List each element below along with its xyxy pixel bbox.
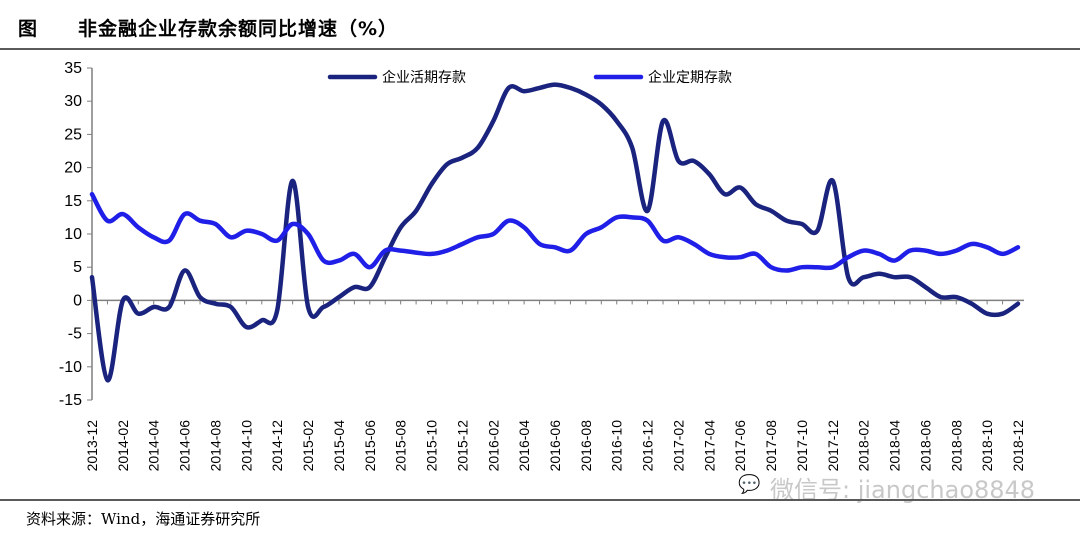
x-tick-label: 2017-06 <box>732 420 748 472</box>
x-tick-label: 2018-06 <box>917 420 933 472</box>
x-tick-label: 2014-08 <box>207 420 223 472</box>
x-tick-label: 2016-02 <box>485 420 501 472</box>
x-tick-label: 2014-12 <box>269 420 285 472</box>
x-tick-label: 2015-08 <box>393 420 409 472</box>
x-tick-label: 2016-10 <box>609 420 625 472</box>
x-tick-label: 2018-04 <box>887 420 903 472</box>
wechat-icon: 💬 <box>738 474 761 495</box>
x-tick-label: 2017-12 <box>825 420 841 472</box>
y-tick-label: -10 <box>59 359 82 376</box>
x-axis: 2013-12 2014-02 2014-04 2014-06 2014-08 2014-… <box>84 299 1026 472</box>
x-tick-label: 2014-02 <box>115 420 131 472</box>
y-tick-label: 35 <box>64 60 82 77</box>
y-tick-label: -5 <box>68 326 82 343</box>
chart-title: 非金融企业存款余额同比增速（%） <box>78 18 399 40</box>
x-tick-label: 2017-04 <box>701 420 717 472</box>
y-tick-label: 30 <box>64 93 82 110</box>
x-tick-label: 2014-10 <box>238 420 254 472</box>
x-tick-label: 2015-02 <box>300 420 316 472</box>
x-tick-label: 2016-04 <box>516 420 532 472</box>
y-tick-label: 10 <box>64 226 82 243</box>
y-tick-label: 20 <box>64 160 82 177</box>
y-axis: 35 30 25 20 15 10 5 0 -5 -10 -15 <box>59 60 93 409</box>
x-tick-label: 2018-02 <box>856 420 872 472</box>
x-tick-label: 2018-08 <box>948 420 964 472</box>
y-tick-label: 0 <box>73 292 82 309</box>
x-tick-label: 2014-04 <box>146 420 162 472</box>
x-tick-label: 2015-04 <box>331 420 347 472</box>
legend-label: 企业定期存款 <box>648 69 732 86</box>
y-tick-label: -15 <box>59 392 82 409</box>
y-tick-label: 25 <box>64 126 82 143</box>
x-tick-label: 2017-08 <box>763 420 779 472</box>
x-tick-label: 2015-06 <box>362 420 378 472</box>
legend: 企业活期存款 企业定期存款 <box>327 69 732 86</box>
series-line-current-deposits <box>89 82 1021 383</box>
top-rule <box>0 48 1080 50</box>
x-tick-label: 2014-06 <box>177 420 193 472</box>
x-tick-label: 2017-10 <box>794 420 810 472</box>
x-tick-label: 2018-10 <box>979 420 995 472</box>
x-tick-label: 2015-12 <box>454 420 470 472</box>
x-tick-label: 2015-10 <box>424 420 440 472</box>
x-tick-label: 2013-12 <box>84 420 100 472</box>
x-tick-label: 2016-12 <box>640 420 656 472</box>
source-note: 资料来源：Wind，海通证券研究所 <box>26 510 261 528</box>
figure-label: 图 <box>18 18 38 40</box>
series-layer <box>89 82 1021 383</box>
series-line-fixed-deposits <box>89 191 1021 273</box>
x-tick-label: 2016-06 <box>547 420 563 472</box>
x-tick-label: 2016-08 <box>578 420 594 472</box>
y-tick-label: 5 <box>73 259 82 276</box>
figure-header: 图 非金融企业存款余额同比增速（%） <box>0 0 1080 48</box>
y-tick-label: 15 <box>64 193 82 210</box>
bottom-rule <box>0 499 1080 501</box>
x-tick-label: 2018-12 <box>1010 420 1026 472</box>
legend-label: 企业活期存款 <box>382 69 466 86</box>
x-tick-label: 2017-02 <box>670 420 686 472</box>
